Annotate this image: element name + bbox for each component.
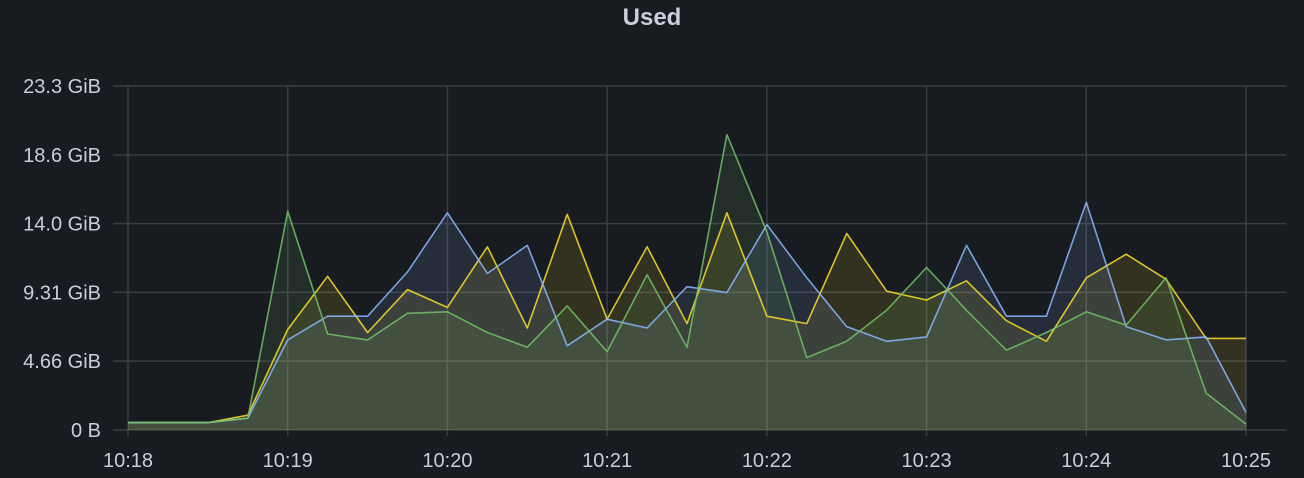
series-area-1 xyxy=(128,202,1246,430)
y-tick-label: 0 B xyxy=(71,420,101,442)
x-tick-label: 10:18 xyxy=(103,450,153,472)
series-line-1 xyxy=(128,201,1247,424)
y-tick-label: 4.66 GiB xyxy=(23,351,101,373)
x-tick-label: 10:23 xyxy=(902,450,952,472)
x-tick-label: 10:20 xyxy=(422,450,472,472)
series-areas xyxy=(128,134,1246,430)
x-tick-label: 10:24 xyxy=(1061,450,1111,472)
x-tick-label: 10:22 xyxy=(742,450,792,472)
x-tick-label: 10:19 xyxy=(263,450,313,472)
panel-title: Used xyxy=(622,4,682,31)
y-tick-label: 18.6 GiB xyxy=(23,145,101,167)
y-axis-ticks: 0 B 4.66 GiB 9.31 GiB 14.0 GiB 18.6 GiB 23.3 … xyxy=(23,76,101,442)
x-tick-label: 10:21 xyxy=(582,450,632,472)
y-tick-label: 9.31 GiB xyxy=(23,282,101,304)
series-area-0 xyxy=(128,212,1246,430)
x-tick-label: 10:25 xyxy=(1221,450,1271,472)
series-lines xyxy=(128,133,1247,425)
series-area-2 xyxy=(128,134,1246,430)
series-line-2 xyxy=(128,133,1247,425)
y-tick-label: 23.3 GiB xyxy=(23,76,101,98)
y-tick-label: 14.0 GiB xyxy=(23,214,101,236)
chart-grid xyxy=(113,85,1286,436)
x-axis-ticks: 10:18 10:19 10:20 10:21 10:22 10:23 10:24 10:25 xyxy=(103,450,1271,472)
